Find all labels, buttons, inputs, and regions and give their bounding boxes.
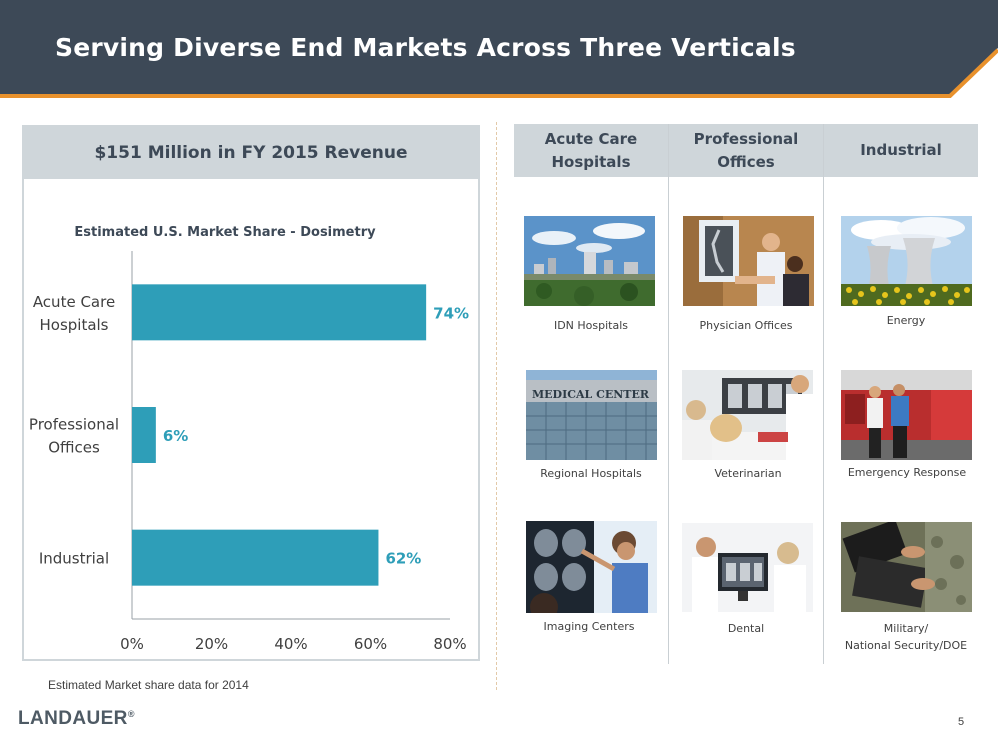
slide-title: Serving Diverse End Markets Across Three… — [55, 33, 796, 62]
data-label: 6% — [163, 427, 188, 445]
x-tick-label: 20% — [195, 635, 228, 653]
dashed-separator — [496, 122, 497, 690]
caption-line: Regional Hospitals — [540, 467, 642, 480]
category-label: Offices — [48, 439, 100, 457]
cooling-towers-photo — [841, 216, 972, 306]
x-tick-label: 40% — [274, 635, 307, 653]
city-skyline-photo — [524, 216, 655, 306]
footnote: Estimated Market share data for 2014 — [48, 678, 249, 692]
logo-text: LANDAUER — [18, 708, 128, 729]
veterinarian-dog-photo — [682, 370, 813, 460]
market-share-chart: Estimated U.S. Market Share - Dosimetry 0… — [29, 225, 469, 653]
chart-title: Estimated U.S. Market Share - Dosimetry — [74, 225, 376, 240]
column-header-professional: Professional Offices — [669, 124, 823, 177]
column-divider — [823, 124, 824, 664]
category-label: Professional — [29, 416, 119, 434]
caption-dental: Dental — [669, 620, 823, 637]
market-share-panel: $151 Million in FY 2015 Revenue Estimate… — [22, 125, 480, 661]
page-number: 5 — [958, 716, 965, 728]
category-label: Hospitals — [39, 316, 108, 334]
soldier-laptop-photo — [841, 522, 972, 612]
caption-line: Veterinarian — [714, 467, 782, 480]
physician-xray-photo — [683, 216, 814, 306]
column-header-line: Acute Care — [544, 129, 638, 148]
landauer-logo: LANDAUER® — [18, 708, 135, 730]
caption-line: Military/ — [883, 622, 929, 635]
bar-acute-care-hospitals — [132, 284, 427, 341]
caption-imaging-centers: Imaging Centers — [512, 618, 666, 635]
caption-idn-hospitals: IDN Hospitals — [514, 317, 668, 334]
svg-text:MEDICAL CENTER: MEDICAL CENTER — [532, 388, 650, 401]
caption-line: National Security/DOE — [844, 639, 968, 652]
x-tick-label: 60% — [354, 635, 387, 653]
dental-monitor-photo — [682, 523, 813, 612]
caption-veterinarian: Veterinarian — [671, 465, 825, 482]
firefighters-truck-photo — [841, 370, 972, 460]
x-tick-label: 80% — [433, 635, 466, 653]
column-header-line: Industrial — [860, 141, 942, 159]
column-header-line: Hospitals — [551, 152, 631, 171]
column-header-industrial: Industrial — [824, 124, 978, 177]
revenue-header: $151 Million in FY 2015 Revenue — [24, 127, 478, 179]
caption-energy: Energy — [829, 312, 983, 329]
column-header-line: Professional — [693, 129, 799, 148]
data-label: 74% — [433, 304, 469, 322]
caption-military: Military/ National Security/DOE — [829, 620, 983, 654]
caption-line: IDN Hospitals — [553, 319, 629, 332]
caption-line: Physician Offices — [699, 319, 793, 332]
category-label: Acute Care — [33, 293, 115, 311]
category-label: Industrial — [39, 550, 109, 568]
bar-professional-offices — [132, 407, 156, 463]
x-tick-label: 0% — [120, 635, 144, 653]
column-header-line: Offices — [717, 152, 775, 171]
caption-regional-hospitals: Regional Hospitals — [514, 465, 668, 482]
column-divider — [668, 124, 669, 664]
header-band — [0, 0, 998, 98]
brain-scan-viewing-photo — [526, 521, 657, 613]
logo-registered-mark: ® — [127, 709, 135, 719]
medical-center-building-photo: MEDICAL CENTER — [526, 370, 657, 460]
bar-industrial — [132, 529, 379, 586]
caption-physician-offices: Physician Offices — [669, 317, 823, 334]
caption-line: Energy — [886, 314, 926, 327]
data-label: 62% — [385, 550, 421, 568]
caption-line: Imaging Centers — [543, 620, 635, 633]
column-header-acute-care: Acute Care Hospitals — [514, 124, 668, 177]
caption-line: Emergency Response — [847, 466, 967, 479]
caption-emergency-response: Emergency Response — [830, 464, 984, 481]
caption-line: Dental — [727, 622, 765, 635]
